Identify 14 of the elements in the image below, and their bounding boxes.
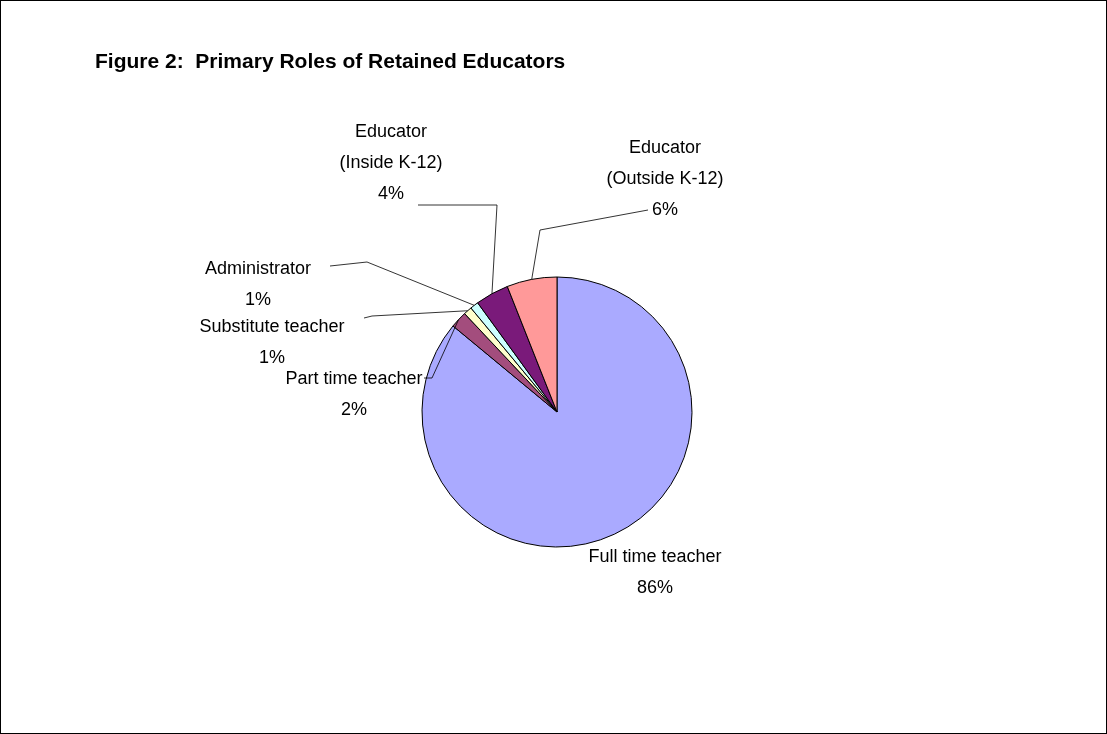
slice-label: Administrator [204,258,312,278]
data-label: 1% [244,289,272,309]
slice-label: Educator (Inside K-12) [339,121,443,172]
data-label: 4% [377,183,405,203]
data-label: 1% [258,347,286,367]
data-label: 86% [636,577,674,597]
data-label: 2% [340,399,368,419]
slice-label: Substitute teacher [199,316,345,336]
slice-label: Part time teacher [285,368,423,388]
data-label: 6% [651,199,679,219]
slice-label: Educator (Outside K-12) [606,137,724,188]
pie-slice [421,276,693,548]
chart-title: Figure 2: Primary Roles of Retained Educators [95,49,566,72]
slice-label: Full time teacher [588,546,722,566]
